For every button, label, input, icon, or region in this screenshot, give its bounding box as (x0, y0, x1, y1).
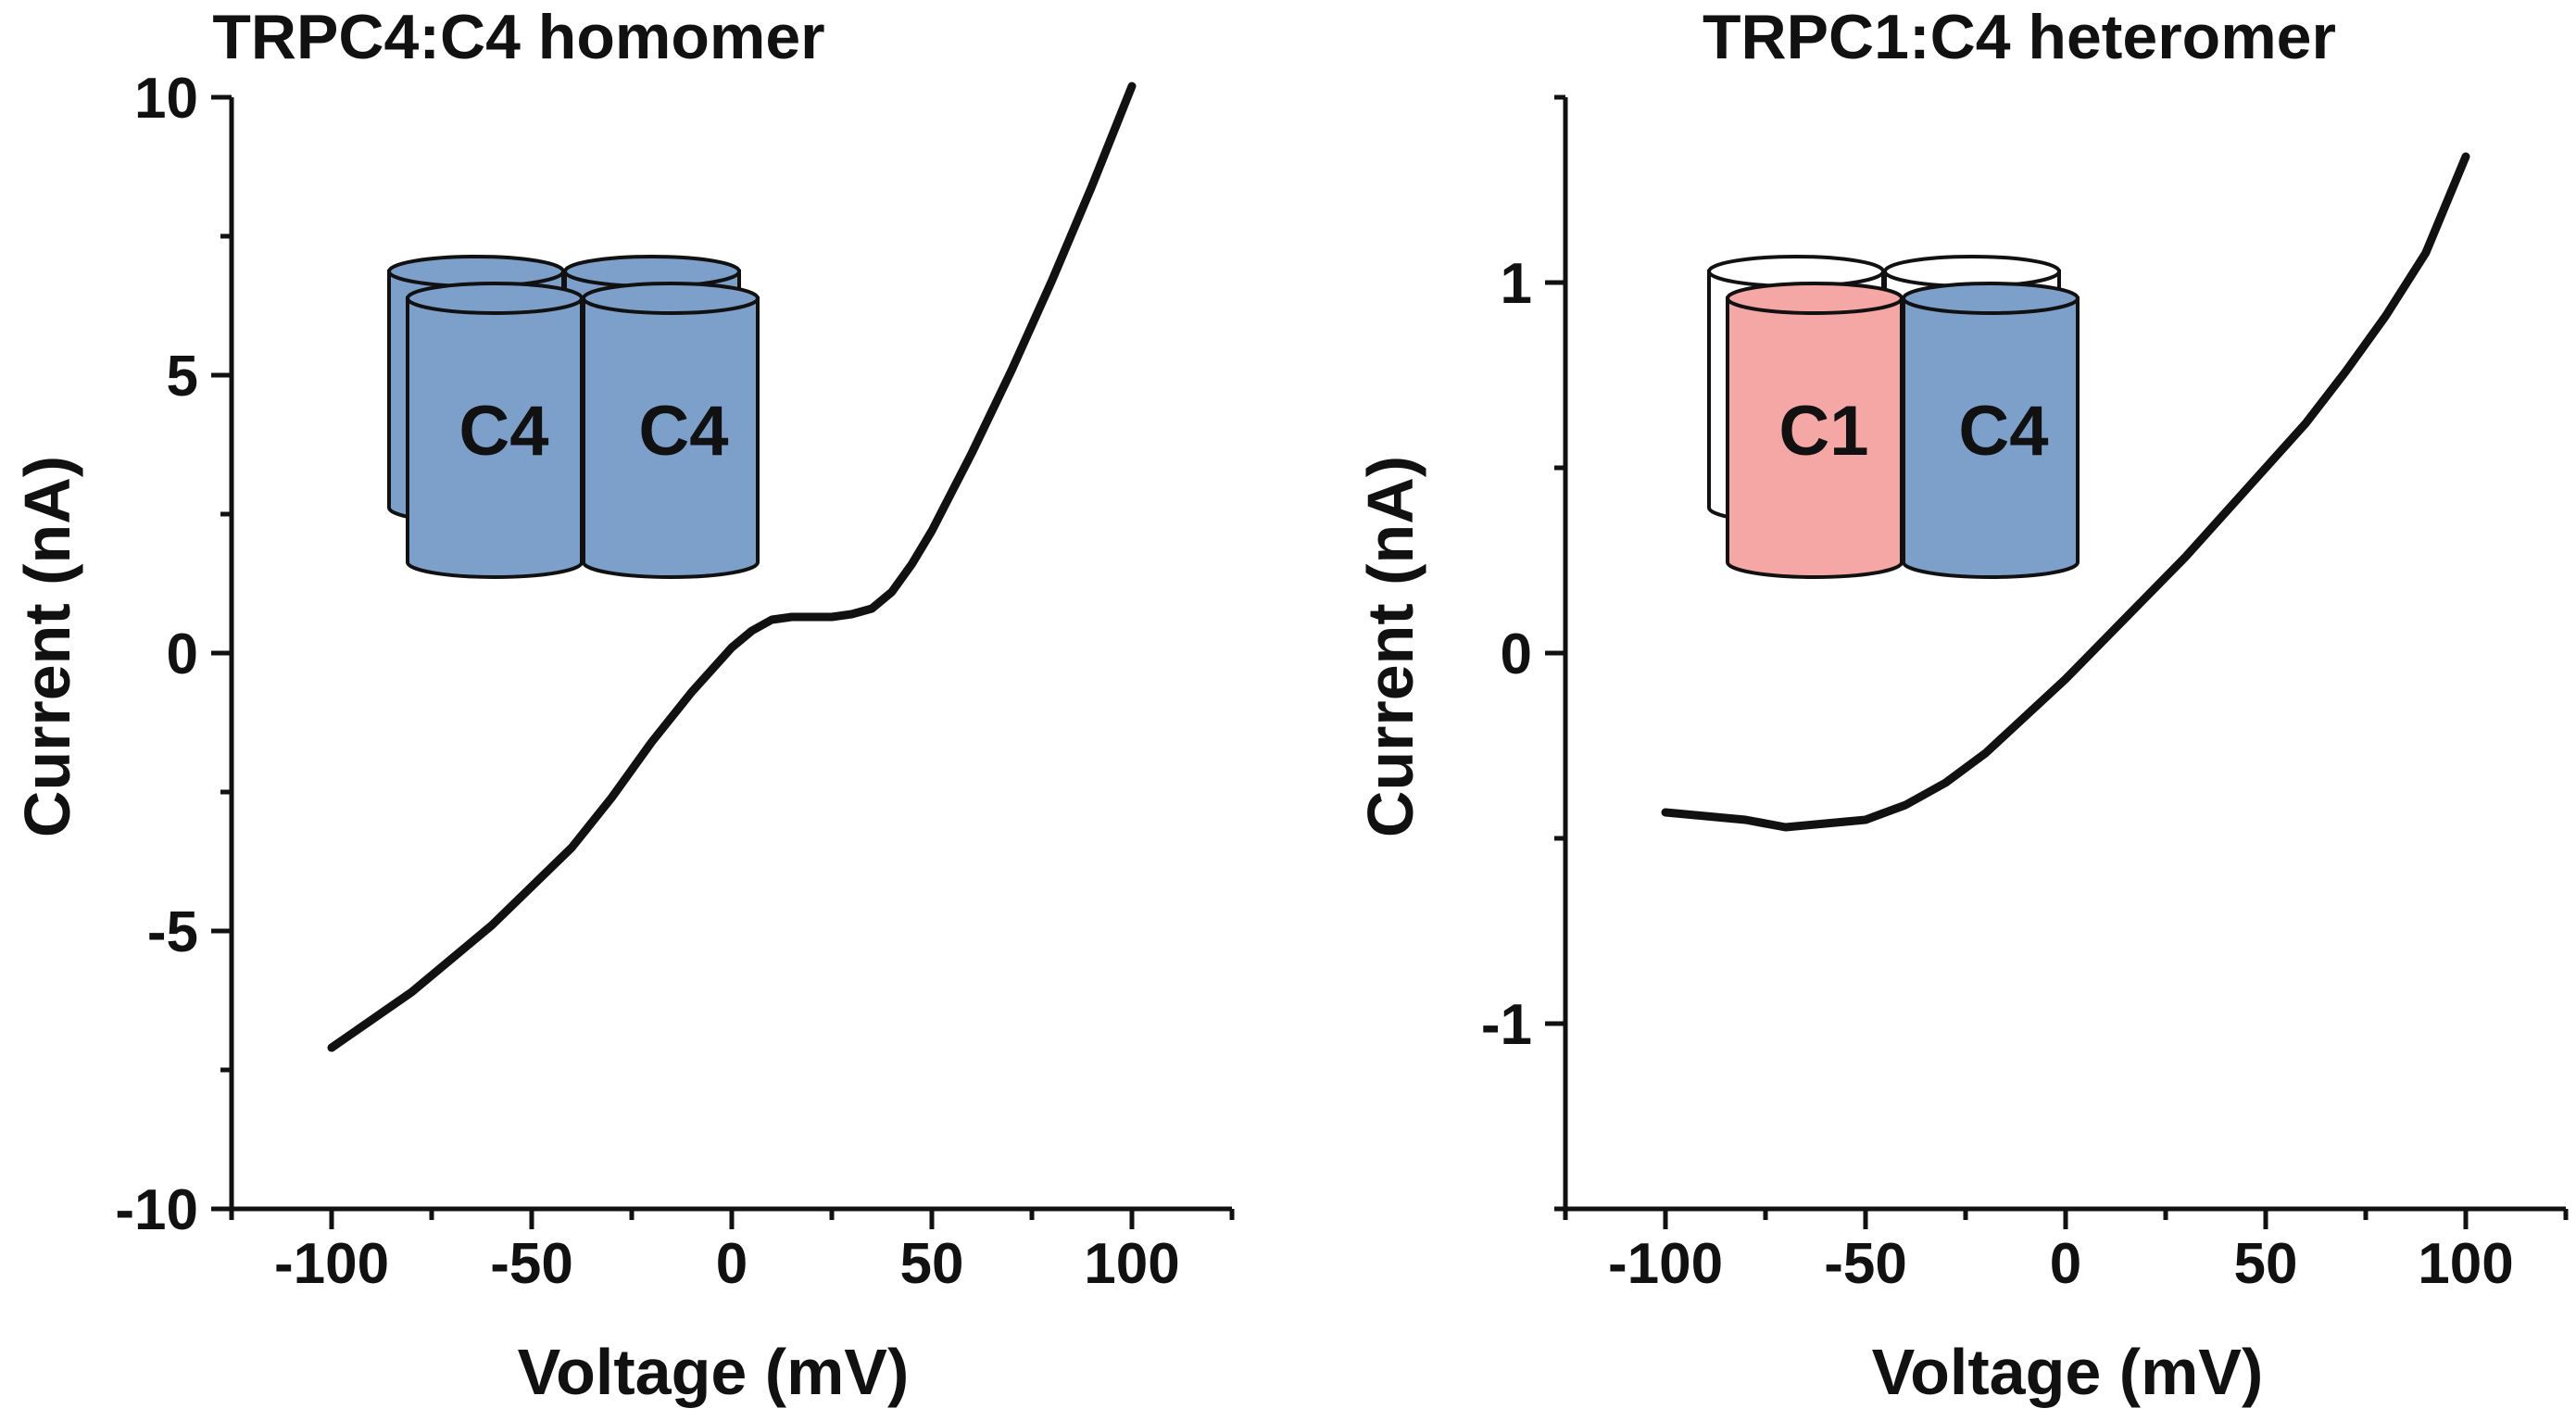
chart-panel-heteromer: TRPC1:C4 heteromer C1 C4 -100 -50 0 50 100-10… (1354, 2, 2569, 1408)
y-tick-label: -10 (115, 1178, 198, 1242)
x-tick-label: 100 (2418, 1232, 2513, 1296)
x-tick-label: -50 (1824, 1232, 1907, 1296)
x-tick-label: 100 (1084, 1232, 1179, 1296)
channel-inset-homomer: C4 C4 (387, 255, 760, 579)
x-tick-label: 0 (716, 1232, 748, 1296)
subunit-label: C4 (459, 392, 548, 471)
subunit-label: C4 (1958, 392, 2048, 471)
channel-subunit-front-right (1902, 282, 2080, 579)
y-tick-label: 1 (1501, 252, 1532, 316)
series-line (327, 82, 1137, 1052)
x-tick-label: 0 (2050, 1232, 2081, 1296)
y-tick-label: -5 (147, 900, 198, 964)
chart-panel-homomer: TRPC4:C4 homomer C4 C4 -100 -50 0 50 100-10-5… (11, 2, 1235, 1408)
channel-subunit-front-left (1726, 282, 1904, 579)
x-tick-label: -100 (1608, 1232, 1723, 1296)
chart-title: TRPC4:C4 homomer (212, 2, 824, 72)
channel-subunit-front-right (582, 282, 760, 579)
chart-title: TRPC1:C4 heteromer (1703, 2, 2336, 72)
x-tick-label: 50 (900, 1232, 964, 1296)
y-axis-label: Current (nA) (11, 456, 83, 837)
y-tick-label: -1 (1481, 993, 1532, 1057)
axes: -100 -50 0 50 100 -1 0 1 (1481, 94, 2569, 1296)
x-axis-label: Voltage (mV) (1872, 1336, 2264, 1408)
subunit-label: C4 (638, 392, 728, 471)
x-tick-label: -100 (274, 1232, 389, 1296)
channel-subunit-front-left (406, 282, 584, 579)
subunit-label: C1 (1778, 392, 1868, 471)
y-tick-label: 0 (1501, 622, 1532, 686)
x-axis-label: Voltage (mV) (518, 1336, 910, 1408)
y-tick-label: 10 (134, 67, 198, 131)
y-axis-label: Current (nA) (1354, 456, 1426, 837)
x-tick-label: -50 (490, 1232, 573, 1296)
channel-inset-heteromer: C1 C4 (1707, 255, 2080, 579)
series-line (1661, 152, 2470, 832)
x-tick-label: 50 (2234, 1232, 2298, 1296)
y-tick-label: 0 (167, 622, 198, 686)
y-tick-label: 5 (167, 345, 198, 409)
